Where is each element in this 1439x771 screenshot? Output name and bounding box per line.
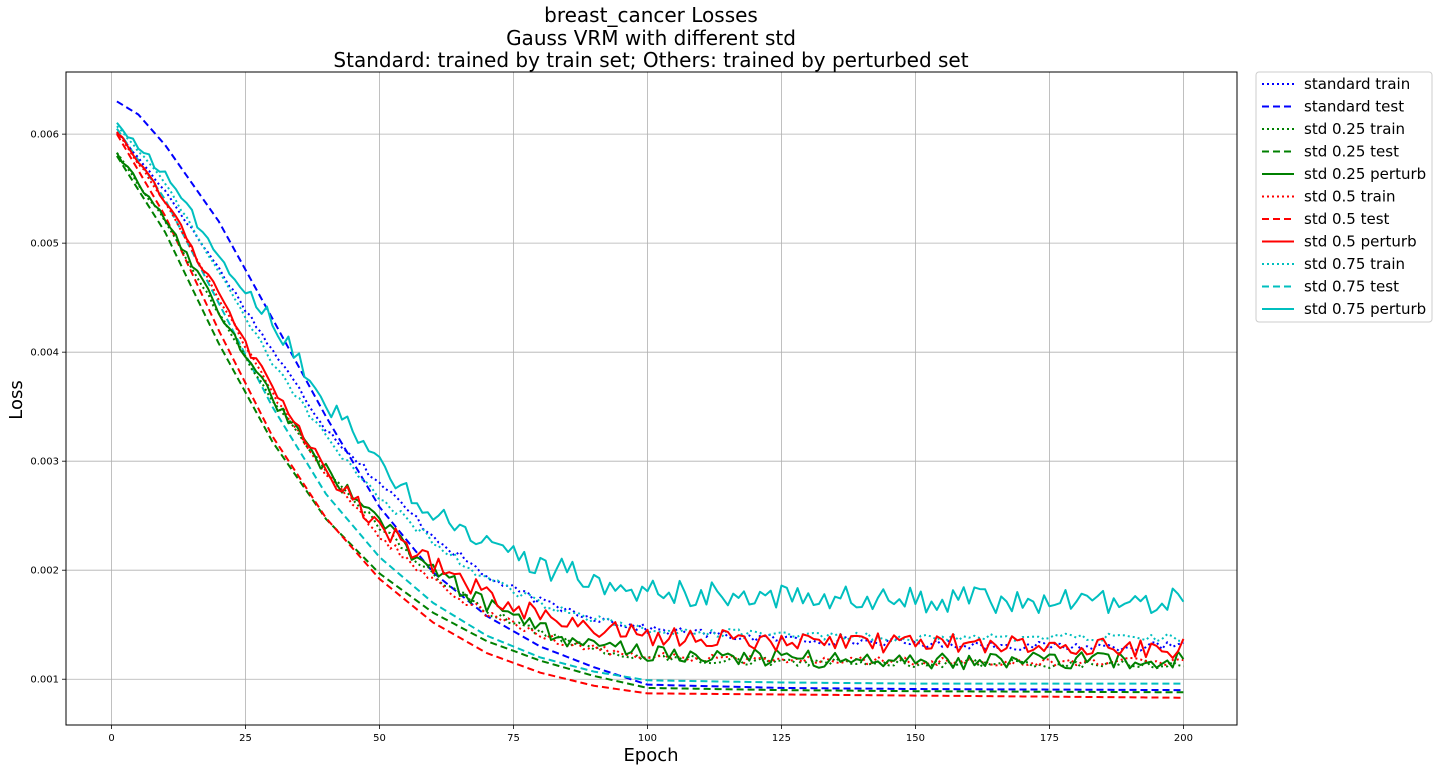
x-tick-label: 50 (373, 733, 386, 744)
x-tick-label: 0 (108, 733, 114, 744)
legend-entry: standard test (1304, 98, 1404, 116)
chart-title-line-1: breast_cancer Losses (544, 3, 758, 27)
legend-entry: std 0.75 test (1304, 278, 1399, 296)
series-line (116, 152, 1185, 671)
x-tick-label: 200 (1174, 733, 1193, 744)
series-line (116, 133, 1184, 699)
legend-entry: std 0.25 train (1304, 120, 1405, 138)
legend-entry: std 0.5 train (1304, 188, 1396, 206)
x-ticks: 0 25 50 75 100 125 150 175 200 (108, 725, 1193, 744)
x-tick-label: 100 (638, 733, 657, 744)
x-tick-label: 125 (772, 733, 791, 744)
series-line (116, 155, 1184, 694)
legend-entry: std 0.75 perturb (1304, 300, 1426, 318)
series-line (116, 125, 1184, 644)
y-tick-label: 0.005 (30, 239, 59, 250)
y-tick-label: 0.003 (30, 457, 59, 468)
y-tick-label: 0.004 (30, 348, 59, 359)
plot-frame (65, 71, 1238, 726)
y-tick-label: 0.002 (30, 566, 59, 577)
legend-entry: std 0.5 perturb (1304, 233, 1417, 251)
legend-box (1255, 71, 1433, 323)
x-tick-label: 25 (239, 733, 252, 744)
series-line (116, 128, 1184, 685)
y-tick-label: 0.006 (30, 130, 59, 141)
chart-title-line-3: Standard: trained by train set; Others: … (333, 48, 968, 72)
y-axis-label: Loss (6, 380, 27, 419)
legend-entry: std 0.5 test (1304, 210, 1390, 228)
y-ticks: 0.001 0.002 0.003 0.004 0.005 0.006 (30, 130, 66, 686)
legend-entry: std 0.25 test (1304, 143, 1399, 161)
legend: standard train standard test std 0.25 trai… (1255, 71, 1433, 323)
chart-title-line-2: Gauss VRM with different std (506, 26, 796, 50)
x-tick-label: 150 (906, 733, 925, 744)
legend-entry: standard train (1304, 75, 1410, 93)
y-tick-label: 0.001 (30, 675, 59, 686)
legend-entry: std 0.75 train (1304, 255, 1405, 273)
series-line (116, 131, 1184, 667)
series-line (116, 122, 1185, 615)
x-tick-label: 75 (507, 733, 520, 744)
x-axis-label: Epoch (623, 745, 678, 766)
series-line (116, 100, 1184, 692)
series-line (116, 131, 1184, 652)
x-tick-label: 175 (1040, 733, 1059, 744)
grid (66, 72, 1237, 725)
series-lines (116, 100, 1185, 699)
series-line (116, 132, 1185, 659)
legend-entry: std 0.25 perturb (1304, 165, 1426, 183)
